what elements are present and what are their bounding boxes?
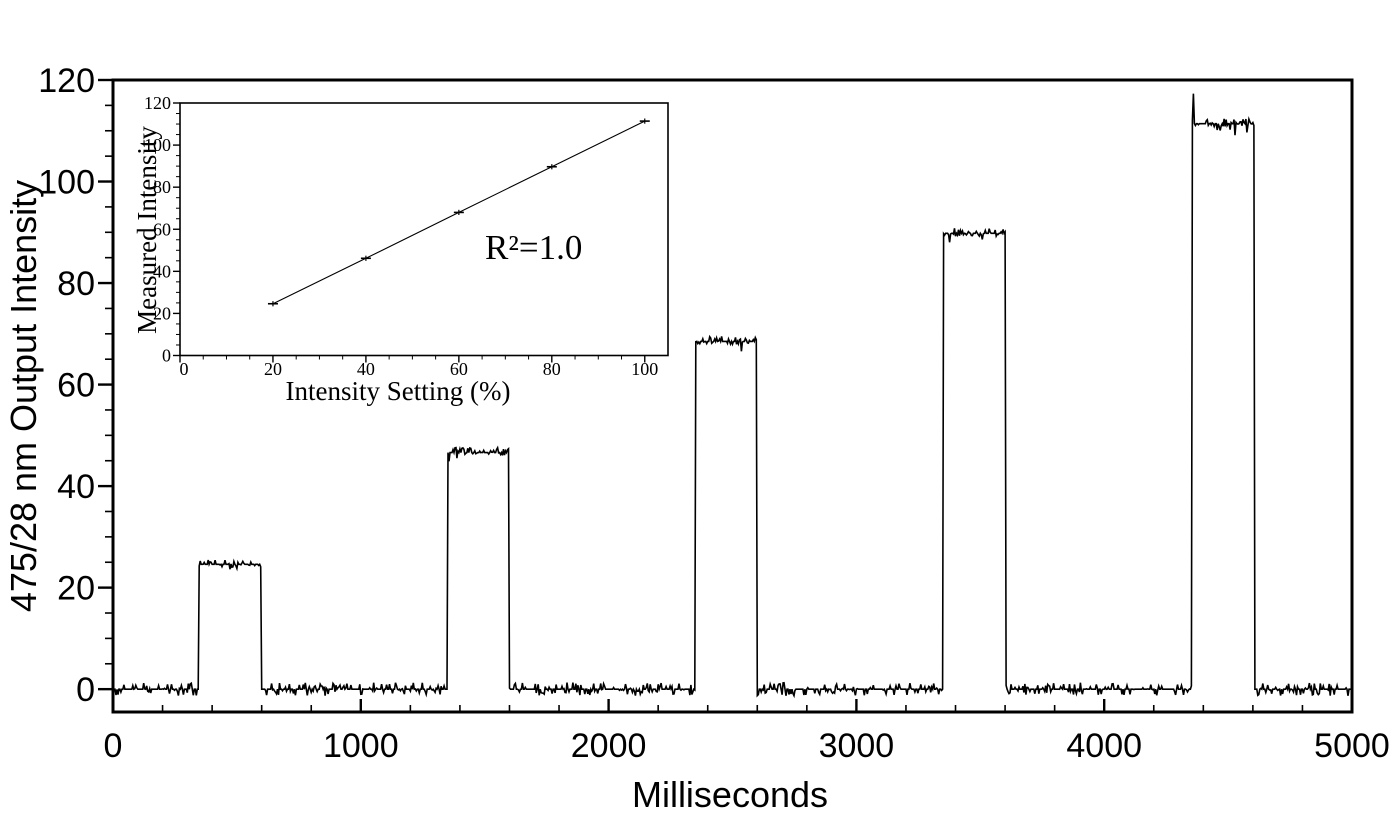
y-tick-label: 60 (153, 219, 171, 239)
main-y-axis-ticks: 0 20 40 60 80 100 120 (38, 62, 113, 709)
y-tick-label: 20 (153, 303, 171, 323)
y-tick-label: 0 (162, 346, 171, 366)
inset-chart-axes: 0 20 40 60 80 100 0 20 40 60 80 100 120 (144, 93, 669, 379)
inset-x-axis-ticks: 0 20 40 60 80 100 (179, 355, 658, 379)
data-point-marker (546, 164, 557, 170)
main-y-axis-label: 475/28 nm Output Intensity (3, 180, 44, 612)
output-intensity-trace (112, 93, 1352, 699)
y-tick-label: 80 (153, 177, 171, 197)
y-tick-label: 60 (57, 367, 95, 405)
main-x-axis-label: Milliseconds (632, 774, 828, 815)
y-tick-label: 100 (38, 164, 95, 202)
x-tick-label: 0 (104, 727, 123, 765)
inset-x-axis-label: Intensity Setting (%) (286, 376, 511, 406)
x-tick-label: 100 (631, 359, 658, 379)
y-tick-label: 0 (76, 671, 95, 709)
main-x-axis-ticks: 0 1000 2000 3000 4000 5000 (104, 699, 1390, 765)
y-tick-label: 40 (57, 468, 95, 506)
inset-y-axis-ticks: 0 20 40 60 80 100 120 (144, 93, 180, 366)
x-tick-label: 0 (180, 359, 189, 379)
y-tick-label: 100 (144, 135, 171, 155)
x-tick-label: 5000 (1314, 727, 1390, 765)
x-tick-label: 3000 (819, 727, 895, 765)
y-tick-label: 40 (153, 261, 171, 281)
x-tick-label: 2000 (571, 727, 647, 765)
y-tick-label: 20 (57, 570, 95, 608)
y-tick-label: 120 (144, 93, 171, 113)
y-tick-label: 120 (38, 62, 95, 100)
x-tick-label: 60 (450, 359, 468, 379)
inset-y-axis-label: Measured Intensity (132, 126, 162, 334)
r-squared-annotation: R²=1.0 (485, 228, 582, 267)
data-point-marker (360, 255, 371, 261)
x-tick-label: 4000 (1066, 727, 1142, 765)
data-point-marker (639, 118, 650, 124)
data-point-marker (267, 301, 278, 307)
signal-trace-path (112, 93, 1352, 699)
x-tick-label: 20 (264, 359, 282, 379)
x-tick-label: 40 (357, 359, 375, 379)
data-point-marker (453, 209, 464, 216)
x-tick-label: 80 (543, 359, 561, 379)
x-tick-label: 1000 (323, 727, 399, 765)
calibration-trace (267, 118, 650, 307)
main-plot-frame (111, 78, 1354, 714)
y-tick-label: 80 (57, 265, 95, 303)
